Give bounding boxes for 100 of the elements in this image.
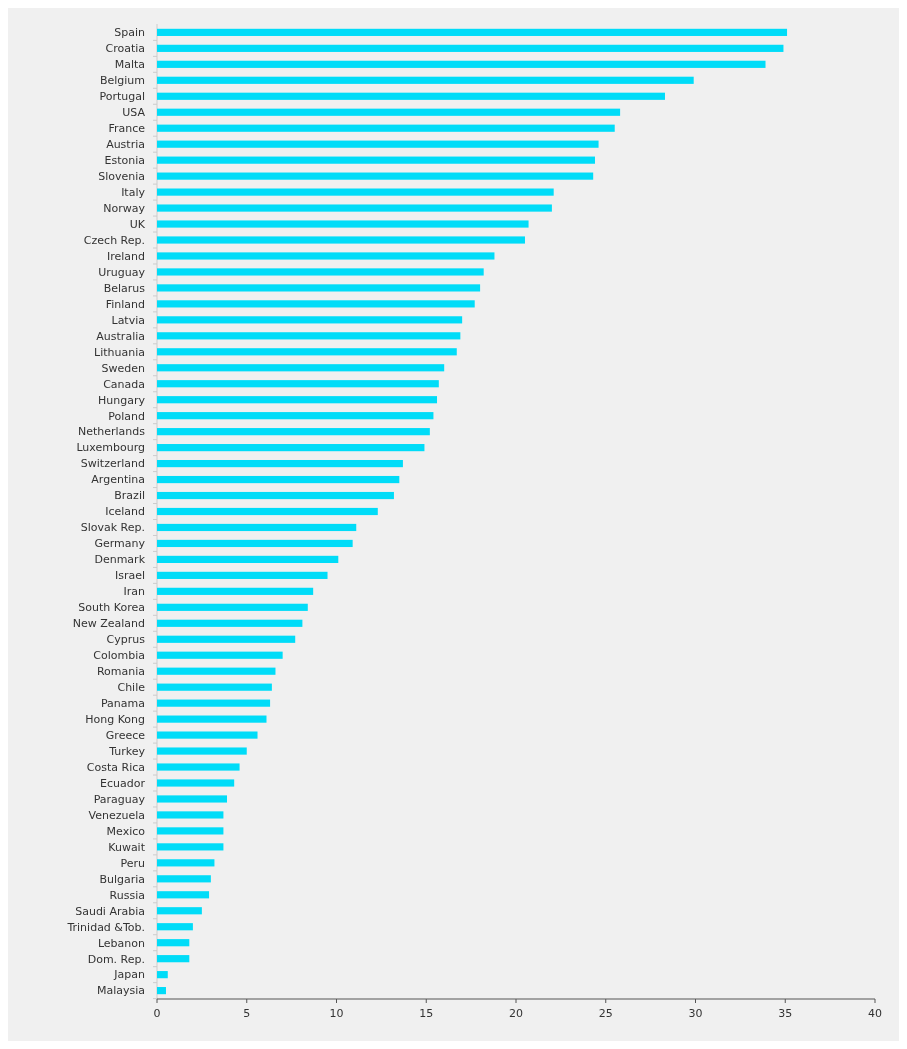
y-tick-label: Peru — [120, 856, 145, 870]
y-tick-label: Bulgaria — [99, 872, 145, 886]
bar — [157, 827, 224, 835]
y-tick-label: Kuwait — [108, 840, 146, 854]
bar — [157, 220, 529, 228]
bar — [157, 619, 303, 627]
bar — [157, 683, 272, 691]
x-tick-label: 40 — [868, 1007, 882, 1020]
bar — [157, 587, 314, 595]
bar — [157, 891, 210, 899]
y-tick-label: Russia — [109, 888, 145, 902]
y-tick-label: Czech Rep. — [83, 233, 145, 247]
bar — [157, 939, 190, 947]
bar — [157, 332, 461, 340]
y-tick-label: UK — [129, 217, 146, 231]
bar — [157, 843, 224, 851]
x-tick-label: 10 — [329, 1007, 344, 1020]
y-tick-label: Costa Rica — [86, 760, 145, 774]
y-tick-label: Panama — [100, 697, 145, 710]
y-tick-label: Saudi Arabia — [75, 904, 145, 918]
bar — [157, 412, 434, 420]
x-tick-label: 35 — [778, 1007, 793, 1020]
bar — [157, 811, 224, 819]
bar — [157, 859, 215, 867]
bar — [157, 156, 595, 164]
bar — [157, 555, 339, 563]
y-tick-label: Norway — [103, 201, 146, 215]
y-tick-label: Belgium — [99, 74, 145, 88]
bar — [157, 76, 694, 84]
bar — [157, 428, 430, 436]
y-tick-label: Chile — [117, 681, 146, 695]
bar — [157, 108, 621, 116]
y-tick-label: Iceland — [105, 505, 145, 519]
bar — [157, 316, 463, 324]
y-tick-label: Ecuador — [100, 776, 146, 790]
y-tick-label: Italy — [121, 185, 146, 199]
y-tick-label: Canada — [103, 377, 145, 391]
bar — [157, 571, 328, 579]
bar — [157, 284, 481, 292]
bar — [157, 444, 425, 452]
y-tick-label: Venezuela — [88, 808, 145, 822]
y-tick-label: Uruguay — [98, 265, 146, 279]
bar — [157, 124, 615, 132]
y-tick-label: Brazil — [114, 489, 145, 503]
y-tick-label: South Korea — [78, 601, 145, 615]
bar — [157, 300, 475, 308]
bar — [157, 252, 495, 260]
y-tick-label: Dom. Rep. — [87, 952, 145, 966]
y-tick-label: Denmark — [94, 553, 146, 567]
y-tick-label: Malta — [114, 58, 145, 72]
bar — [157, 92, 665, 100]
bar — [157, 460, 403, 468]
bar — [157, 140, 599, 148]
y-tick-label: Greece — [105, 728, 146, 742]
y-tick-label: Iran — [123, 585, 146, 599]
bar — [157, 763, 240, 771]
bar — [157, 987, 166, 995]
bar — [157, 731, 258, 739]
x-tick-label: 0 — [153, 1007, 161, 1020]
bar — [157, 539, 353, 548]
bar — [157, 523, 357, 532]
y-tick-label: Cyprus — [106, 633, 146, 647]
bar — [157, 779, 235, 787]
bar — [157, 204, 552, 212]
x-tick-label: 5 — [243, 1007, 251, 1020]
bar — [157, 475, 400, 484]
y-tick-label: Lebanon — [97, 936, 146, 950]
y-tick-label: Germany — [94, 537, 146, 551]
bar — [157, 651, 283, 659]
bar — [157, 907, 202, 915]
bar — [157, 875, 211, 883]
y-tick-label: Australia — [96, 329, 145, 343]
y-tick-label: Austria — [106, 138, 145, 152]
y-tick-label: Malaysia — [96, 984, 145, 998]
y-tick-label: Poland — [108, 409, 145, 423]
bar — [157, 268, 484, 276]
x-tick-label: 30 — [688, 1007, 703, 1020]
bar — [157, 795, 228, 803]
bar — [157, 380, 439, 388]
bar — [157, 60, 766, 68]
y-tick-label: Portugal — [99, 90, 145, 104]
y-tick-label: Estonia — [104, 154, 145, 167]
bar — [157, 188, 554, 196]
y-tick-label: Hong Kong — [85, 712, 145, 726]
y-tick-label: France — [108, 122, 146, 136]
x-tick-label: 25 — [598, 1007, 613, 1020]
y-tick-label: Lithuania — [94, 345, 145, 359]
y-tick-label: Luxembourg — [76, 441, 145, 455]
y-tick-label: Belarus — [103, 281, 146, 295]
y-tick-label: Croatia — [105, 42, 145, 56]
y-tick-label: Ireland — [106, 249, 145, 263]
bar — [157, 364, 445, 372]
y-tick-label: Finland — [105, 297, 145, 311]
y-tick-label: Netherlands — [77, 425, 146, 439]
y-tick-label: Latvia — [111, 313, 145, 327]
bar — [157, 699, 271, 707]
bar — [157, 507, 378, 516]
bar — [157, 635, 296, 643]
bar — [157, 172, 594, 180]
bar — [157, 747, 247, 755]
